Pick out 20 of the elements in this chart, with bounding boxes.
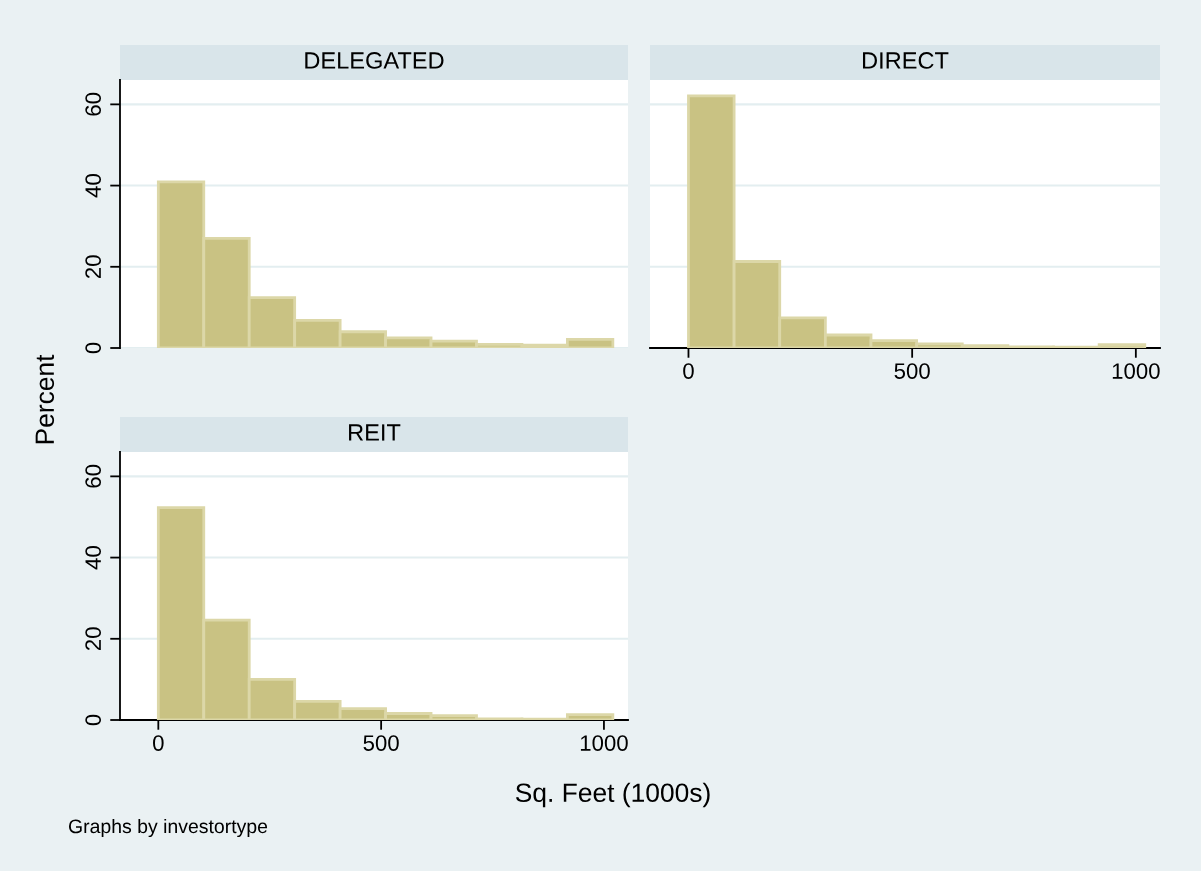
chart-title: REIT <box>349 424 401 441</box>
y-tick-label: 60 <box>85 92 102 116</box>
x-tick-label: 0 <box>683 363 694 379</box>
y-tick-label: 20 <box>85 627 102 651</box>
y-tick-label: 60 <box>85 464 102 488</box>
chart-title: DIRECT <box>862 52 949 69</box>
x-tick-label: 500 <box>894 363 930 379</box>
y-tick-label: 40 <box>85 174 102 198</box>
y-tick-label: 0 <box>85 714 102 726</box>
chart-title: DELEGATED <box>305 52 444 69</box>
y-tick-label: 0 <box>85 342 102 354</box>
x-tick-label: 1000 <box>580 735 628 751</box>
x-axis-title: Sq. Feet (1000s) <box>515 782 710 808</box>
x-tick-label: 500 <box>363 735 399 751</box>
x-tick-label: 1000 <box>1112 363 1160 379</box>
y-tick-label: 20 <box>85 255 102 279</box>
y-tick-label: 40 <box>85 546 102 570</box>
text: Graphs by investortype <box>68 818 268 838</box>
x-tick-label: 0 <box>153 735 164 751</box>
y-axis-title: Percent <box>35 354 55 444</box>
